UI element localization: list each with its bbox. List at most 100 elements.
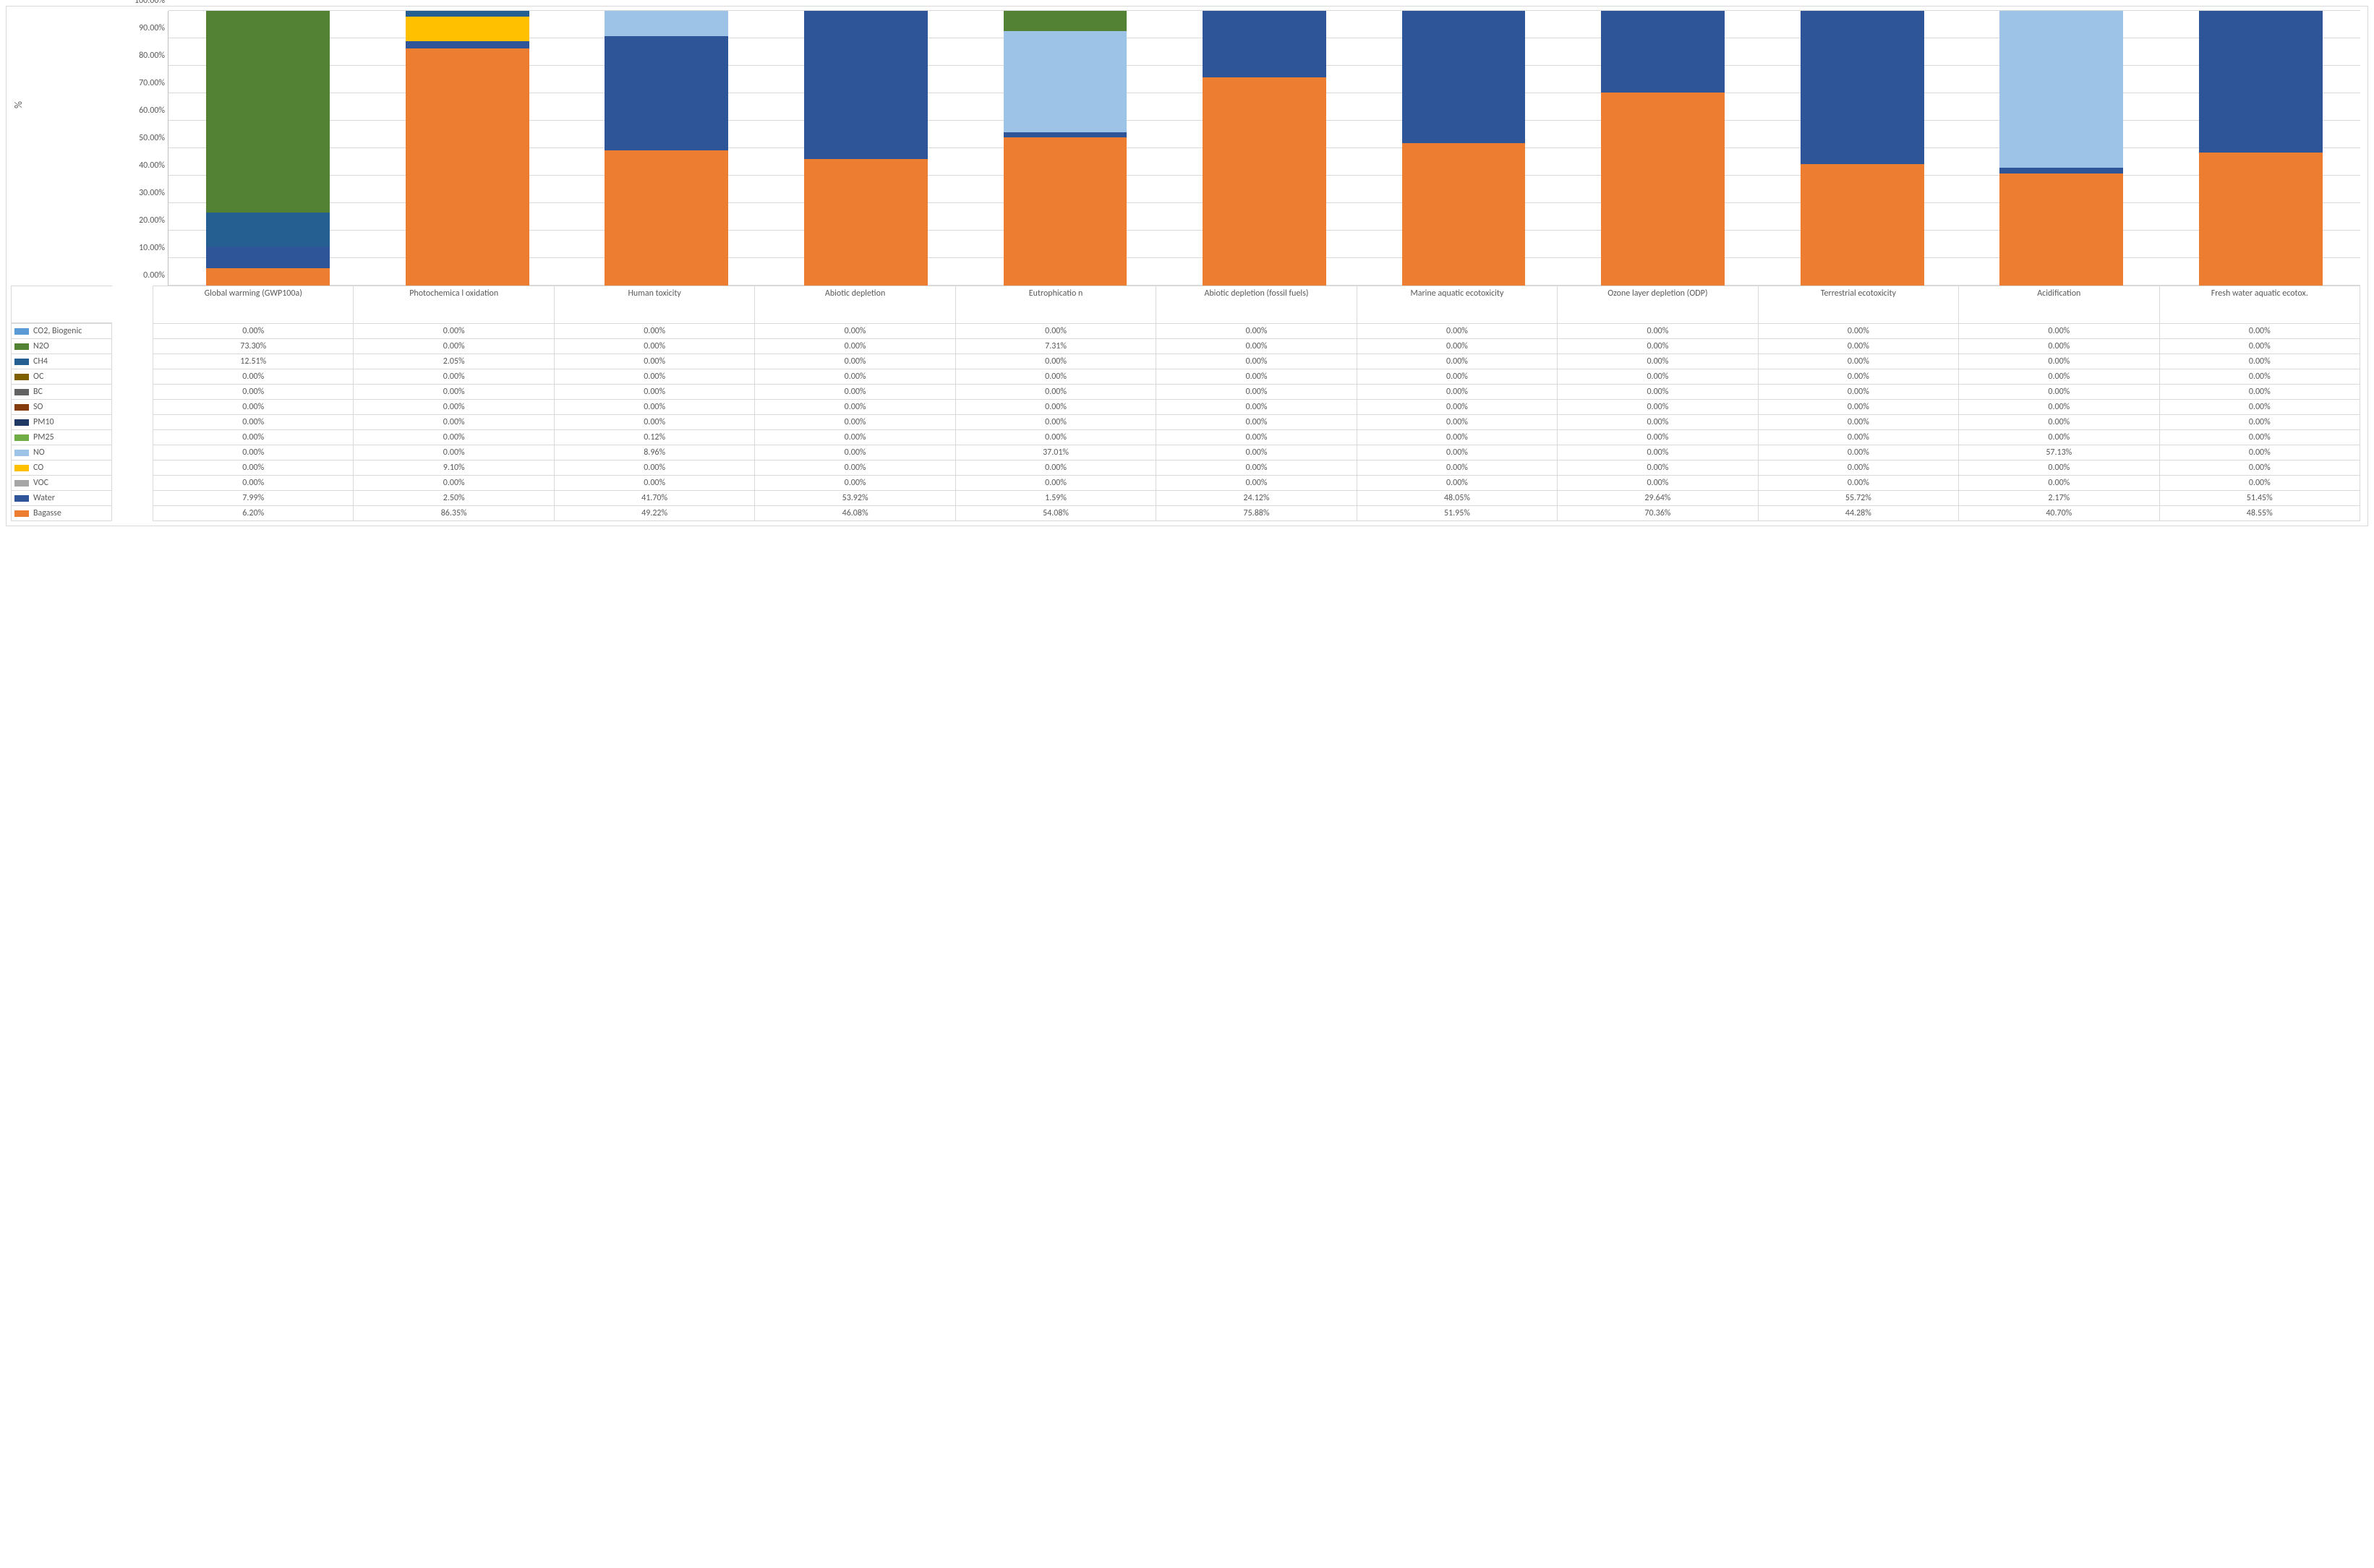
data-cell: 2.50%	[353, 491, 553, 506]
legend-label: CH4	[33, 356, 48, 367]
stacked-bar	[1601, 11, 1725, 286]
data-cell: 0.00%	[2159, 400, 2360, 415]
data-cell: 0.00%	[1557, 369, 1757, 385]
y-tick-label: 10.00%	[139, 243, 165, 253]
data-cell: 0.00%	[955, 400, 1156, 415]
data-cell: 37.01%	[955, 445, 1156, 460]
table-row: BC0.00%0.00%0.00%0.00%0.00%0.00%0.00%0.0…	[11, 385, 2360, 400]
data-cell: 55.72%	[1758, 491, 1958, 506]
category-label: Abiotic depletion	[754, 286, 955, 323]
bar-segment	[1203, 77, 1326, 286]
data-cell: 75.88%	[1156, 506, 1356, 521]
data-cell: 1.59%	[955, 491, 1156, 506]
data-cell: 0.00%	[955, 354, 1156, 369]
data-cell: 0.00%	[353, 369, 553, 385]
bar-column	[1364, 11, 1563, 286]
legend-swatch	[14, 404, 29, 411]
stacked-bar	[804, 11, 928, 286]
data-cell: 0.00%	[554, 369, 754, 385]
data-cell: 0.00%	[1758, 323, 1958, 339]
data-cell: 0.00%	[1557, 354, 1757, 369]
data-cell: 0.00%	[153, 369, 353, 385]
bar-segment	[2199, 153, 2323, 286]
legend-label: CO	[33, 463, 43, 473]
table-row: CH412.51%2.05%0.00%0.00%0.00%0.00%0.00%0…	[11, 354, 2360, 369]
bar-segment	[406, 41, 529, 48]
data-cell: 0.00%	[1958, 460, 2159, 476]
legend-item: CO2, Biogenic	[11, 323, 112, 339]
data-cell: 0.00%	[153, 415, 353, 430]
data-cell: 0.00%	[1758, 385, 1958, 400]
bar-column	[1165, 11, 1365, 286]
data-cell: 0.00%	[1357, 430, 1557, 445]
table-row: PM100.00%0.00%0.00%0.00%0.00%0.00%0.00%0…	[11, 415, 2360, 430]
bars-layer	[168, 11, 2360, 286]
data-cell: 0.00%	[754, 415, 955, 430]
legend-label: NO	[33, 447, 45, 458]
y-tick-label: 90.00%	[139, 23, 165, 33]
data-cell: 53.92%	[754, 491, 955, 506]
data-cell: 0.00%	[1557, 460, 1757, 476]
data-cell: 0.00%	[1557, 400, 1757, 415]
data-cell: 86.35%	[353, 506, 553, 521]
data-cell: 0.12%	[554, 430, 754, 445]
category-label: Acidification	[1958, 286, 2159, 323]
data-cell: 0.00%	[1758, 476, 1958, 491]
row-cells: 0.00%0.00%0.00%0.00%0.00%0.00%0.00%0.00%…	[153, 323, 2360, 339]
data-cell: 0.00%	[1357, 445, 1557, 460]
data-cell: 0.00%	[353, 445, 553, 460]
legend-swatch	[14, 510, 29, 517]
row-cells: 6.20%86.35%49.22%46.08%54.08%75.88%51.95…	[153, 506, 2360, 521]
data-cell: 0.00%	[754, 323, 955, 339]
data-cell: 0.00%	[2159, 385, 2360, 400]
data-cell: 2.05%	[353, 354, 553, 369]
data-cell: 0.00%	[1758, 400, 1958, 415]
bar-segment	[1004, 31, 1127, 133]
data-cell: 0.00%	[554, 339, 754, 354]
table-row: OC0.00%0.00%0.00%0.00%0.00%0.00%0.00%0.0…	[11, 369, 2360, 385]
table-row: Water7.99%2.50%41.70%53.92%1.59%24.12%48…	[11, 491, 2360, 506]
data-cell: 0.00%	[955, 323, 1156, 339]
data-cell: 0.00%	[1958, 323, 2159, 339]
data-cell: 0.00%	[754, 445, 955, 460]
y-tick-label: 0.00%	[143, 270, 165, 280]
data-cell: 2.17%	[1958, 491, 2159, 506]
data-cell: 0.00%	[353, 400, 553, 415]
legend-item: VOC	[11, 476, 112, 491]
bar-column	[567, 11, 767, 286]
category-label: Fresh water aquatic ecotox.	[2159, 286, 2360, 323]
row-cells: 0.00%9.10%0.00%0.00%0.00%0.00%0.00%0.00%…	[153, 460, 2360, 476]
bar-segment	[1601, 11, 1725, 93]
bar-segment	[1801, 164, 1924, 286]
data-cell: 0.00%	[1357, 415, 1557, 430]
bar-segment	[206, 213, 330, 247]
bar-segment	[406, 11, 529, 17]
data-cell: 8.96%	[554, 445, 754, 460]
data-cell: 0.00%	[1557, 323, 1757, 339]
legend-label: PM10	[33, 417, 54, 427]
data-cell: 0.00%	[353, 339, 553, 354]
table-row: CO2, Biogenic0.00%0.00%0.00%0.00%0.00%0.…	[11, 323, 2360, 339]
table-row: Bagasse6.20%86.35%49.22%46.08%54.08%75.8…	[11, 506, 2360, 521]
bar-segment	[605, 150, 728, 286]
data-cell: 0.00%	[754, 400, 955, 415]
data-cell: 54.08%	[955, 506, 1156, 521]
bar-segment	[1999, 11, 2123, 168]
legend-item: N2O	[11, 339, 112, 354]
data-cell: 0.00%	[554, 460, 754, 476]
row-cells: 0.00%0.00%0.00%0.00%0.00%0.00%0.00%0.00%…	[153, 369, 2360, 385]
legend-swatch	[14, 328, 29, 335]
data-cell: 0.00%	[353, 430, 553, 445]
bar-segment	[2199, 11, 2323, 153]
stacked-bar	[1004, 11, 1127, 286]
data-cell: 0.00%	[1557, 430, 1757, 445]
legend-swatch	[14, 434, 29, 441]
data-cell: 0.00%	[1557, 339, 1757, 354]
stacked-bar	[1402, 11, 1526, 286]
bar-segment	[206, 268, 330, 286]
data-cell: 0.00%	[1357, 476, 1557, 491]
y-tick-label: 20.00%	[139, 215, 165, 226]
bar-segment	[1203, 11, 1326, 77]
legend-item: Water	[11, 491, 112, 506]
y-tick-label: 50.00%	[139, 133, 165, 143]
